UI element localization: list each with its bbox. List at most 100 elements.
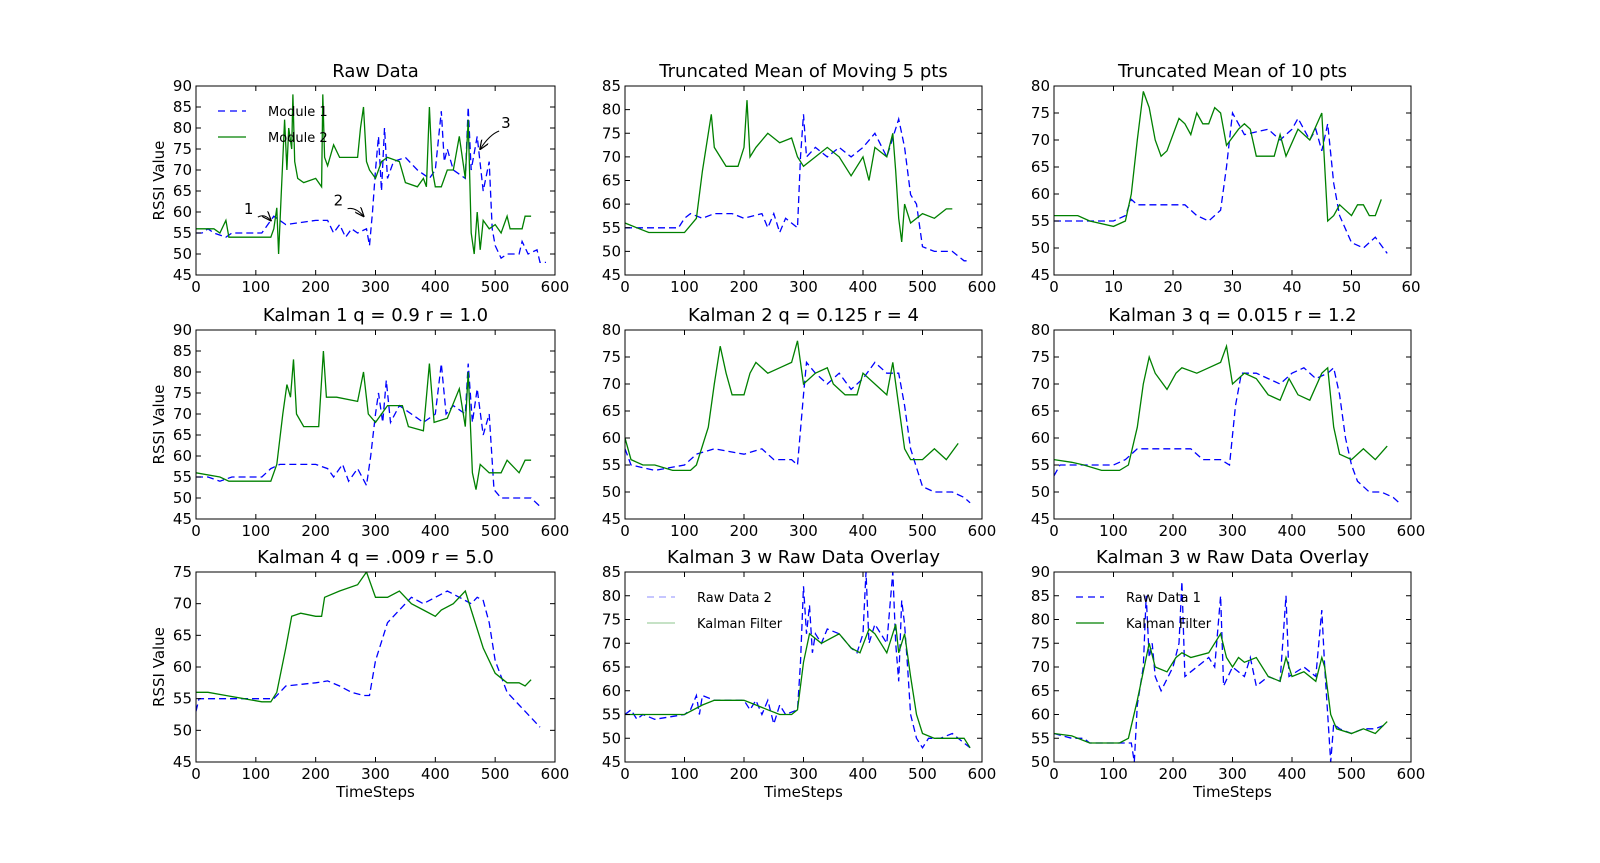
x-tick-label: 10 [1104,278,1123,296]
x-tick-label: 600 [541,765,570,783]
x-tick-label: 300 [361,522,390,540]
chart-title: Raw Data [332,61,419,82]
y-tick-label: 50 [602,242,621,260]
y-tick-label: 80 [602,321,621,339]
y-tick-label: 90 [173,77,192,95]
y-axis-label: RSSI Value [150,385,168,465]
y-axis-label: RSSI Value [150,141,168,221]
y-tick-label: 80 [1031,321,1050,339]
y-tick-label: 50 [602,729,621,747]
x-tick-label: 200 [730,278,759,296]
x-tick-label: 60 [1401,278,1420,296]
y-tick-label: 60 [173,203,192,221]
y-tick-label: 75 [1031,104,1050,122]
legend-label: Module 2 [268,131,328,146]
x-tick-label: 100 [670,278,699,296]
y-tick-label: 55 [173,468,192,486]
plot-area [625,100,971,262]
y-tick-label: 70 [602,375,621,393]
chart-title: Kalman 3 w Raw Data Overlay [1096,547,1369,568]
chart-title: Truncated Mean of Moving 5 pts [658,61,947,82]
axes-frame [624,329,983,520]
series-line-blue-dashed [1054,366,1400,504]
y-tick-label: 80 [1031,611,1050,629]
subplot-1: 0 100 200 300 400 500 600 45 50 55 60 65 70 75 80 85 90 R… [150,61,569,296]
x-tick-label: 400 [1278,522,1307,540]
legend: Raw Data 2 Kalman Filter [647,591,783,632]
y-tick-label: 60 [173,658,192,676]
y-tick-label: 75 [602,611,621,629]
x-tick-label: 300 [789,522,818,540]
chart-title: Kalman 3 w Raw Data Overlay [667,547,940,568]
subplot-8: 0 100 200 300 400 500 600 45 50 55 60 65 70 75 80 85 Kal… [602,547,996,801]
x-axis-label: TimeSteps [763,783,843,801]
y-tick-label: 60 [1031,185,1050,203]
annotation-arrow [347,208,364,216]
y-tick-label: 75 [173,384,192,402]
x-tick-label: 300 [789,278,818,296]
y-tick-label: 55 [173,224,192,242]
x-tick-label: 300 [789,765,818,783]
series-line-green-solid [625,100,953,242]
x-tick-label: 0 [620,765,630,783]
y-tick-label: 85 [173,98,192,116]
series-line-green-solid [196,350,532,490]
x-tick-label: 0 [191,765,201,783]
y-tick-label: 60 [602,429,621,447]
x-tick-label: 300 [1218,522,1247,540]
subplot-4: 0 100 200 300 400 500 600 45 50 55 60 65 70 75 80 85 90 K… [150,305,569,540]
x-tick-label: 0 [1049,522,1059,540]
plot-area [625,572,971,750]
y-tick-label: 50 [173,489,192,507]
x-tick-label: 600 [968,522,997,540]
y-tick-label: 75 [602,348,621,366]
y-tick-label: 55 [1031,456,1050,474]
plot-area [196,350,541,507]
y-tick-label: 60 [1031,429,1050,447]
x-tick-label: 500 [908,522,937,540]
y-tick-label: 70 [1031,131,1050,149]
y-tick-label: 55 [173,690,192,708]
y-tick-label: 65 [1031,158,1050,176]
y-tick-label: 80 [173,363,192,381]
y-tick-label: 85 [173,342,192,360]
legend: Module 1 Module 2 [218,105,328,146]
x-tick-label: 600 [968,278,997,296]
y-tick-label: 50 [173,245,192,263]
x-tick-label: 100 [670,522,699,540]
x-tick-label: 200 [1159,522,1188,540]
chart-title: Kalman 1 q = 0.9 r = 1.0 [263,305,488,326]
x-tick-label: 300 [361,278,390,296]
y-tick-label: 75 [602,124,621,142]
y-tick-label: 75 [1031,348,1050,366]
x-tick-label: 0 [191,278,201,296]
y-tick-label: 90 [1031,563,1050,581]
x-tick-label: 400 [421,522,450,540]
annotation-label: 2 [334,192,344,210]
series-line-green-solid [625,340,959,472]
x-tick-label: 0 [191,522,201,540]
plot-area [1054,581,1388,762]
chart-title: Kalman 3 q = 0.015 r = 1.2 [1108,305,1356,326]
legend-label: Raw Data 1 [1126,591,1201,606]
legend-label: Kalman Filter [697,617,783,632]
x-tick-label: 500 [1337,765,1366,783]
x-tick-label: 400 [849,522,878,540]
y-tick-label: 85 [602,77,621,95]
y-tick-label: 50 [1031,483,1050,501]
plot-area [1054,343,1400,504]
x-tick-label: 0 [620,522,630,540]
x-tick-label: 100 [1099,522,1128,540]
x-tick-label: 300 [1218,765,1247,783]
series-line-raw-data-2 [625,572,971,750]
annotation-arrow [257,216,271,221]
y-tick-label: 85 [1031,587,1050,605]
x-tick-label: 30 [1223,278,1242,296]
y-tick-label: 45 [602,266,621,284]
axes-frame [195,329,556,520]
series-line-module-2 [196,94,532,255]
y-tick-label: 80 [173,119,192,137]
x-tick-label: 0 [1049,278,1059,296]
y-tick-label: 45 [602,753,621,771]
